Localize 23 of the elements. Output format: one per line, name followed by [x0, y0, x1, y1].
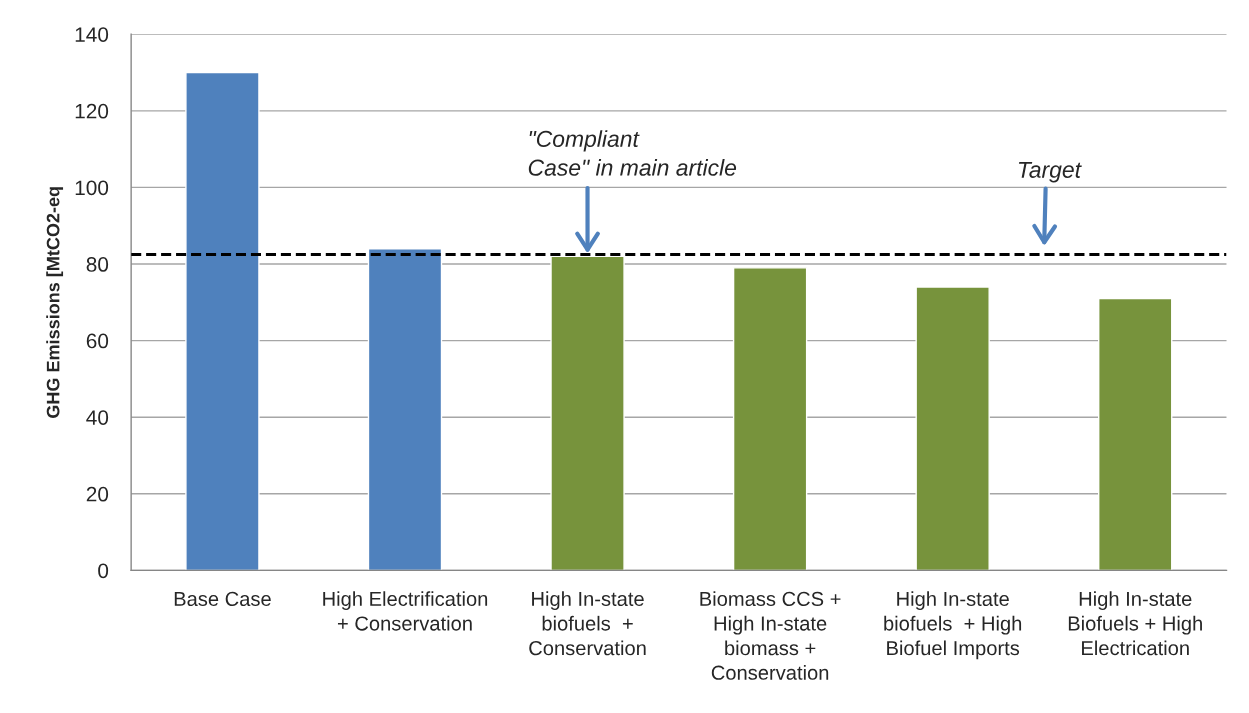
x-tick-label: Base Case	[174, 591, 271, 607]
annotation: "Compliant Case" in main article	[528, 130, 737, 176]
y-tick-label: 140	[75, 27, 109, 42]
y-tick-label: 40	[86, 410, 109, 425]
x-tick-label: High In-state biofuels + Conservation	[529, 591, 646, 656]
y-tick-label: 100	[75, 180, 109, 196]
y-tick-label: 0	[98, 563, 109, 579]
x-tick-label: Biomass CCS + High In-state biomass + Conservation	[700, 591, 841, 680]
y-tick-label: 60	[86, 333, 109, 349]
y-tick-label: 20	[86, 486, 109, 502]
bar	[367, 247, 443, 571]
bar	[550, 255, 625, 571]
x-tick-label: High Electrification + Conservation	[323, 591, 488, 631]
bar	[915, 286, 990, 571]
bar	[185, 71, 260, 571]
bar	[732, 267, 808, 571]
x-tick-label: High In-state biofuels + High Biofuel Imports	[884, 591, 1022, 660]
x-tick-label: High In-state Biofuels + High Electrication	[1068, 591, 1202, 656]
ref-line-label: Target	[1018, 161, 1082, 183]
y-tick-label: 80	[86, 257, 109, 272]
y-tick-label: 120	[75, 103, 109, 119]
y-axis-title: GHG Emissions [MtCO2-eq	[46, 187, 64, 418]
bar	[1098, 297, 1173, 571]
